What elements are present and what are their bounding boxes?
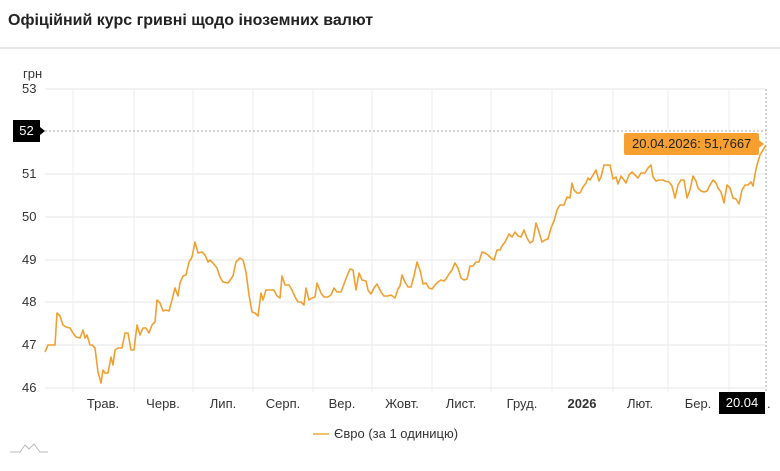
data-tooltip: 20.04.2026: 51,7667 [624,133,765,155]
crosshair-x-label: 20.04 [719,392,765,414]
y-tick: 49 [22,252,37,267]
page-title: Офіційний курс гривні щодо іноземних вал… [8,12,374,29]
x-tick: 2026 [567,396,597,411]
y-tick: 50 [22,209,37,224]
x-tick: Лист. [445,396,477,411]
x-tick: Жовт. [385,396,419,411]
y-tick: 46 [22,380,37,395]
legend-item-euro[interactable]: Євро (за 1 одиницю) [313,426,458,441]
x-tick: Вер. [328,396,356,411]
legend-line-icon [313,432,329,435]
x-tick: Груд. [506,396,538,411]
x-tick: Лют. [626,396,654,411]
y-tick: 47 [22,337,37,352]
x-tick: Черв. [146,396,180,411]
chart-logo-icon [10,443,48,453]
y-tick: 48 [22,294,37,309]
x-tick: Бер. [684,396,712,411]
x-tick: Серп. [265,396,301,411]
y-tick: 53 [22,81,37,96]
y-axis-unit: грн [23,66,43,81]
y-tick: 51 [22,166,37,181]
euro-series-line[interactable] [44,144,767,384]
title-divider [0,47,780,49]
x-tick: Лип. [209,396,237,411]
x-tick: Трав. [86,396,120,411]
grid-lines [45,88,766,392]
crosshair-y-label: 52 [13,120,45,142]
x-axis-trailing: . [767,396,771,411]
legend-label: Євро (за 1 одиницю) [334,426,459,441]
